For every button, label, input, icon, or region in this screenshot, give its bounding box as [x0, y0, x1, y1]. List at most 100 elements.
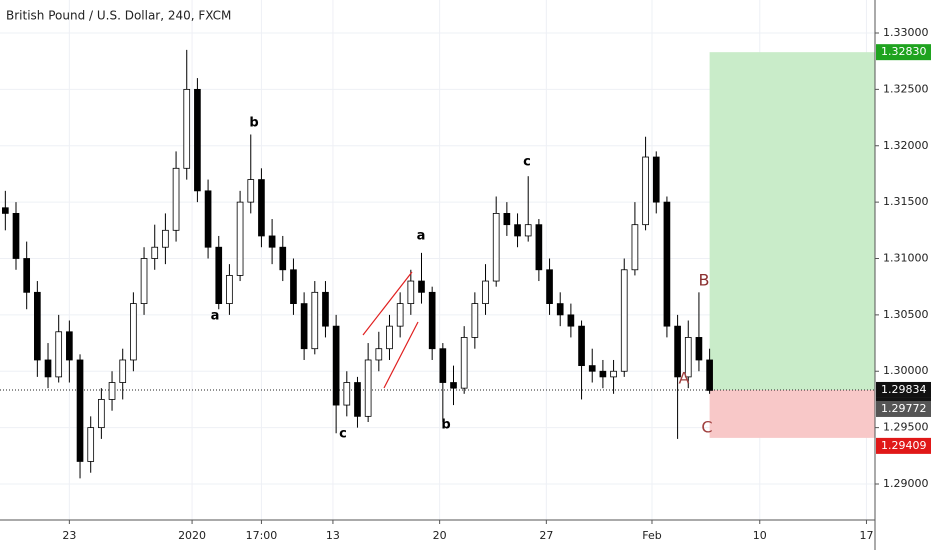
candle-body — [215, 246, 223, 305]
x-tick-label: 23 — [62, 529, 76, 542]
x-tick-label: 2020 — [178, 529, 206, 542]
candle-body — [588, 365, 596, 372]
candle-body — [2, 207, 9, 214]
candle-body — [108, 382, 116, 400]
candle-body — [322, 291, 329, 327]
chart-title: British Pound / U.S. Dollar, 240, FXCM — [6, 9, 231, 23]
y-tick-label: 1.32000 — [883, 139, 929, 152]
candle-body — [471, 303, 479, 338]
candle-body — [482, 280, 489, 305]
candle-body — [226, 275, 233, 305]
candle-body — [23, 258, 31, 293]
candle-body — [279, 246, 287, 271]
annotations: a b c a b c A B C — [211, 116, 713, 442]
stop-label: 1.29409 — [881, 439, 927, 452]
candle-body — [514, 224, 521, 237]
channel-line — [383, 321, 419, 389]
candle-body — [300, 303, 308, 350]
candle-body — [44, 359, 52, 378]
candle-body — [386, 325, 393, 350]
candle-body — [332, 325, 340, 406]
candle-body — [663, 201, 671, 327]
x-tick-label: 17 — [859, 529, 873, 542]
y-tick-label: 1.30000 — [883, 364, 929, 377]
candle-body — [460, 337, 468, 389]
wave-label: B — [699, 271, 710, 290]
candle-body — [418, 280, 425, 293]
x-tick-label: 10 — [753, 529, 767, 542]
y-tick-label: 1.29000 — [883, 477, 929, 490]
candle-body — [290, 269, 297, 305]
candle-body — [524, 224, 532, 237]
position-tool — [0, 52, 875, 438]
candle-body — [130, 303, 137, 361]
candle-body — [599, 370, 607, 378]
candle-body — [87, 427, 95, 462]
candle-body — [151, 246, 159, 259]
y-tick-label: 1.32500 — [883, 82, 929, 95]
candle-body — [407, 280, 415, 305]
wave-label: b — [249, 116, 258, 131]
grid — [0, 0, 875, 520]
y-tick-label: 1.33000 — [883, 26, 929, 39]
candle-body — [503, 213, 511, 226]
y-tick-label: 1.31000 — [883, 252, 929, 265]
wave-label: c — [523, 155, 531, 170]
x-tick-label: 13 — [326, 529, 340, 542]
wave-label: C — [701, 418, 712, 437]
candle-body — [236, 201, 244, 276]
last-price-label-box — [876, 381, 931, 398]
bid-label: 1.29772 — [881, 402, 927, 415]
candle-body — [311, 291, 319, 350]
axes: 1.29000 1.29500 1.30000 1.30500 1.31000 1.315… — [62, 26, 931, 542]
channel-line — [362, 271, 413, 336]
wave-label: a — [417, 229, 426, 244]
target-label: 1.32830 — [881, 45, 927, 58]
target-label-box — [876, 44, 931, 61]
candle-body — [620, 269, 628, 372]
last-price-label: 1.29834 — [881, 383, 927, 396]
x-tick-label: 20 — [433, 529, 447, 542]
candle-body — [492, 213, 500, 282]
candle-body — [258, 179, 265, 237]
candle-body — [450, 382, 457, 389]
candle-body — [652, 156, 660, 203]
candle-body — [34, 291, 41, 361]
candle-body — [674, 325, 681, 378]
candle-body — [684, 337, 692, 378]
candle-body — [343, 382, 351, 406]
stop-label-box — [876, 437, 931, 454]
y-tick-label: 1.30500 — [883, 308, 929, 321]
candle-body — [76, 359, 84, 462]
stop-zone — [709, 389, 875, 438]
candle-body — [631, 224, 639, 271]
wave-label: b — [441, 418, 450, 433]
x-tick-label: 27 — [539, 529, 553, 542]
wave-label: A — [679, 369, 690, 388]
candle-body — [172, 167, 180, 231]
candle-body — [119, 359, 127, 383]
candle-body — [439, 348, 447, 383]
wave-label: a — [211, 309, 220, 324]
target-zone — [709, 52, 875, 390]
x-tick-label: 17:00 — [246, 529, 278, 542]
candle-body — [556, 303, 564, 316]
y-tick-label: 1.29500 — [883, 421, 929, 434]
x-tick-label: Feb — [642, 529, 661, 542]
candle-body — [610, 370, 617, 378]
candle-body — [162, 229, 169, 248]
plot — [2, 49, 713, 479]
candle-body — [706, 359, 713, 391]
candle-body — [183, 88, 191, 169]
candle-body — [642, 156, 649, 226]
candle-body — [204, 190, 212, 248]
candle-body — [247, 179, 255, 203]
candle-body — [428, 291, 436, 350]
wave-label: c — [339, 427, 347, 442]
candle-body — [12, 213, 20, 259]
candle-body — [194, 88, 201, 192]
candle-body — [98, 399, 105, 429]
candle-body — [546, 269, 553, 305]
candle-body — [535, 224, 543, 271]
candle-body — [396, 303, 404, 327]
